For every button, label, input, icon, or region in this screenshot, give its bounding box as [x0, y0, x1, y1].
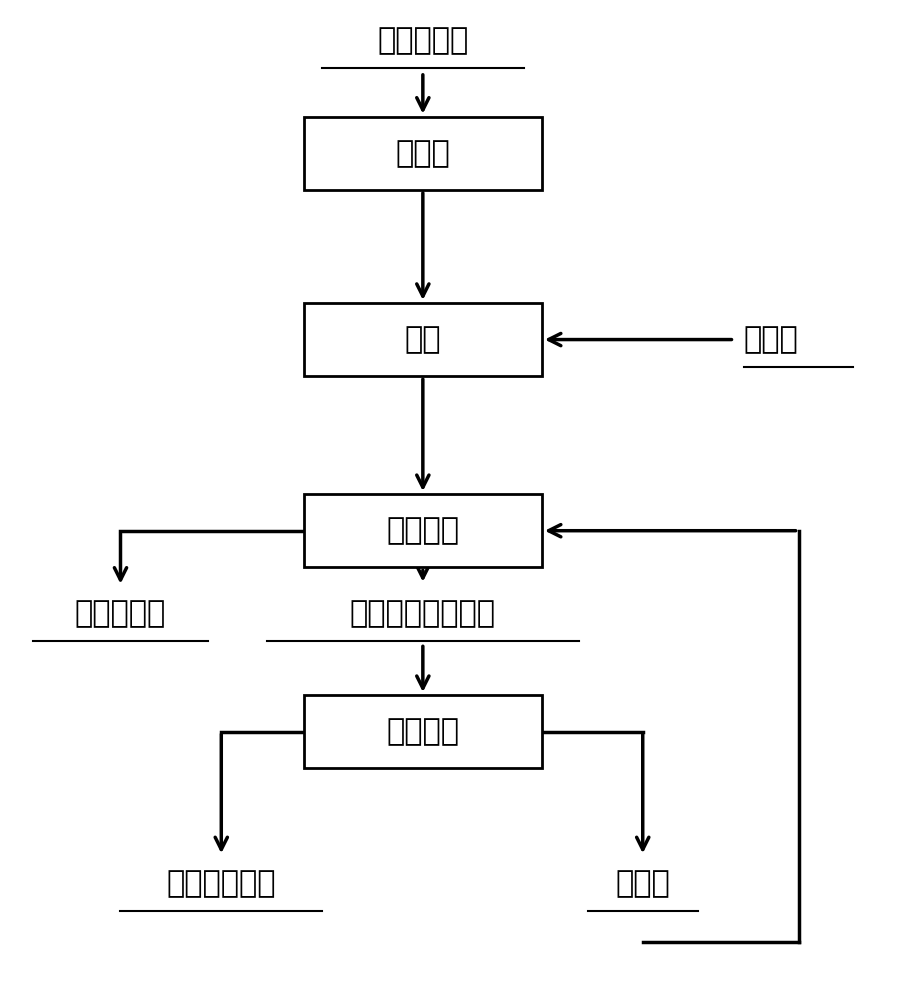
FancyBboxPatch shape — [304, 695, 542, 769]
FancyBboxPatch shape — [304, 117, 542, 190]
Text: 还原剂: 还原剂 — [743, 325, 799, 354]
FancyBboxPatch shape — [304, 303, 542, 376]
Text: 萃取剂: 萃取剂 — [616, 869, 670, 898]
Text: 预处理: 预处理 — [395, 139, 450, 168]
Text: 铂族金属合金: 铂族金属合金 — [166, 869, 276, 898]
FancyBboxPatch shape — [304, 493, 542, 567]
Text: 低熔点合金共熔体: 低熔点合金共熔体 — [350, 600, 496, 628]
Text: 配料: 配料 — [404, 325, 441, 354]
Text: 废旧催化剂: 废旧催化剂 — [377, 27, 469, 55]
Text: 熔体萃取: 熔体萃取 — [386, 516, 460, 546]
Text: 催化剂载体: 催化剂载体 — [74, 600, 166, 628]
Text: 真空蒸馏: 真空蒸馏 — [386, 718, 460, 746]
